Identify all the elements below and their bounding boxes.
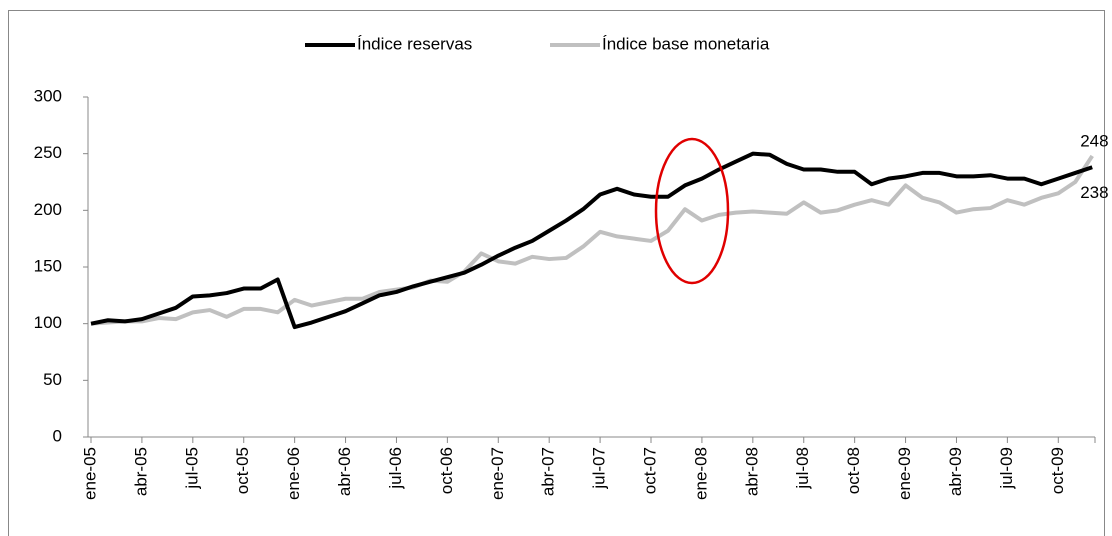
y-tick-label: 50 (43, 370, 62, 389)
x-tick-label: oct-08 (844, 447, 863, 494)
y-tick-label: 100 (34, 313, 62, 332)
series-line (90, 154, 1094, 326)
x-tick-label: jul-05 (182, 447, 201, 490)
x-tick-label: ene-07 (488, 447, 507, 500)
x-tick-label: oct-09 (1048, 447, 1067, 494)
x-tick-label: ene-05 (80, 447, 99, 500)
x-tick-label: abr-09 (946, 447, 965, 496)
x-tick-label: abr-08 (742, 447, 761, 496)
x-tick-label: oct-06 (437, 447, 456, 494)
y-tick-label: 300 (34, 86, 62, 105)
x-tick-label: abr-06 (335, 447, 354, 496)
value-label: 238 (1080, 183, 1108, 202)
x-tick-label: ene-08 (691, 447, 710, 500)
legend-label: Índice reservas (357, 34, 472, 53)
x-tick-label: abr-05 (131, 447, 150, 496)
value-label: 248 (1080, 131, 1108, 150)
x-tick-label: ene-09 (895, 447, 914, 500)
x-tick-label: jul-06 (386, 447, 405, 490)
series-line (90, 151, 1093, 330)
chart-border (8, 10, 1105, 536)
x-tick-label: oct-07 (640, 447, 659, 494)
highlight-ellipse (654, 137, 730, 285)
x-tick-label: jul-07 (590, 447, 609, 490)
y-tick-label: 0 (53, 426, 62, 445)
x-tick-label: jul-09 (997, 447, 1016, 490)
x-tick-label: oct-05 (233, 447, 252, 494)
plot: 0 50 100 150 200 250 300 ene-05 abr-05 jul-05 oct-… (34, 34, 1109, 499)
x-tick-label: abr-07 (539, 447, 558, 496)
y-tick-label: 150 (34, 256, 62, 275)
x-tick-label: ene-06 (284, 447, 303, 500)
y-tick-label: 200 (34, 200, 62, 219)
legend-label: Índice base monetaria (602, 34, 770, 53)
y-tick-label: 250 (34, 143, 62, 162)
x-tick-label: jul-08 (793, 447, 812, 490)
